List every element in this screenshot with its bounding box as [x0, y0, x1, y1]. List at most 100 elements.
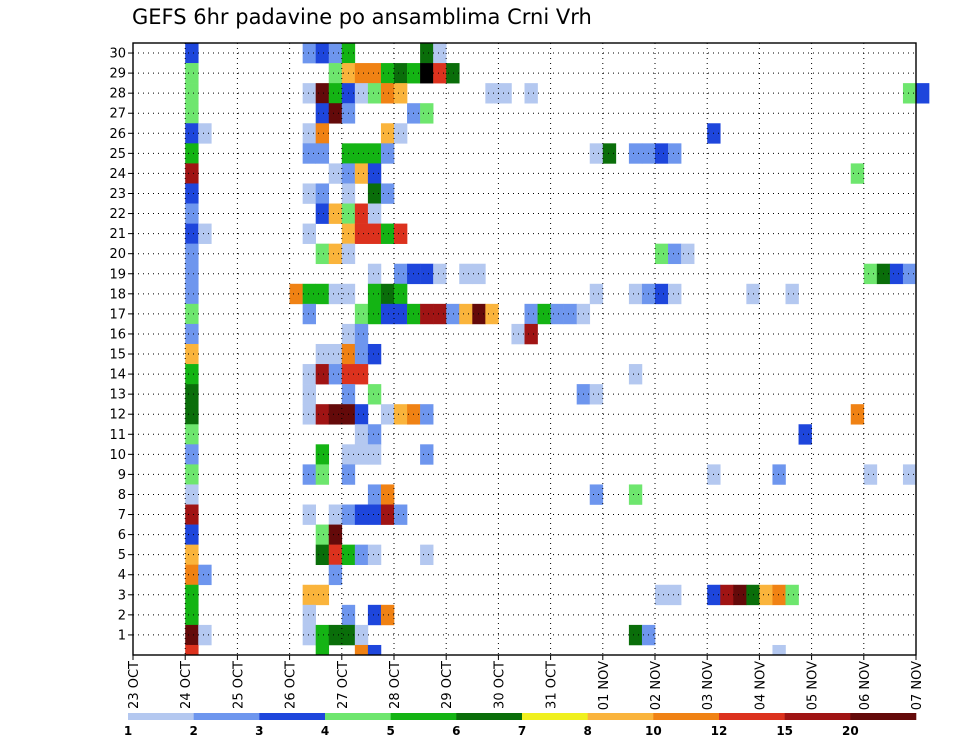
heatmap-cell	[459, 303, 473, 325]
heatmap-cell	[315, 123, 330, 144]
legend-swatch	[587, 713, 654, 720]
heatmap-cell	[185, 564, 199, 586]
heatmap-cell	[302, 183, 316, 204]
heatmap-cell	[628, 484, 643, 505]
y-tick-label: 30	[109, 47, 126, 62]
y-tick-label: 17	[109, 307, 126, 322]
heatmap-cell	[185, 604, 199, 626]
heatmap-cell	[367, 163, 382, 184]
heatmap-cell	[328, 63, 343, 84]
heatmap-cell	[354, 343, 369, 365]
heatmap-cell	[354, 504, 369, 525]
heatmap-cell	[367, 143, 382, 164]
heatmap-cell	[185, 323, 199, 345]
heatmap-cell	[550, 303, 564, 325]
heatmap-cell	[185, 424, 199, 445]
heatmap-cell	[420, 444, 434, 465]
heatmap-cell	[433, 43, 447, 64]
heatmap-cell	[185, 143, 199, 164]
x-tick-label: 29 OCT	[440, 661, 455, 709]
heatmap-cell	[328, 564, 343, 586]
heatmap-cell	[681, 243, 695, 265]
heatmap-cell	[380, 283, 395, 305]
legend-swatch	[128, 713, 194, 720]
heatmap-cell	[328, 203, 343, 224]
heatmap-cell	[354, 424, 369, 445]
heatmap-cell	[433, 63, 447, 84]
heatmap-cell	[315, 283, 330, 305]
x-tick-label: 01 NOV	[597, 661, 612, 710]
legend-swatch	[719, 713, 785, 720]
heatmap-cell	[367, 604, 382, 626]
heatmap-cell	[785, 584, 799, 606]
y-tick-label: 16	[109, 327, 126, 342]
heatmap-cell	[354, 624, 369, 646]
heatmap-cell	[380, 183, 395, 204]
y-tick-label: 2	[118, 608, 126, 623]
heatmap-cell	[380, 504, 395, 525]
x-tick-label: 30 OCT	[492, 661, 507, 709]
legend-swatch	[522, 713, 588, 720]
x-tick-label: 07 NOV	[910, 661, 925, 710]
heatmap-cell	[354, 364, 369, 385]
legend-swatch	[193, 713, 260, 720]
y-tick-label: 18	[109, 287, 126, 302]
heatmap-cell	[315, 364, 330, 385]
heatmap-cell	[315, 644, 330, 656]
heatmap-cell	[185, 444, 199, 465]
heatmap-cell	[315, 183, 330, 204]
heatmap-cell	[328, 544, 343, 566]
legend-label: 15	[776, 724, 793, 738]
heatmap-cell	[367, 384, 382, 405]
heatmap-cell	[863, 263, 878, 285]
heatmap-cell	[354, 163, 369, 184]
heatmap-cell	[185, 303, 199, 325]
heatmap-cell	[315, 343, 330, 365]
y-tick-label: 22	[109, 207, 126, 222]
heatmap-cell	[185, 524, 199, 545]
heatmap-cell	[367, 83, 382, 104]
heatmap-cell	[354, 303, 369, 325]
heatmap-cell	[198, 223, 212, 244]
heatmap-cell	[185, 544, 199, 566]
heatmap-cell	[328, 343, 343, 365]
heatmap-cell	[185, 203, 199, 224]
heatmap-cell	[302, 584, 316, 606]
heatmap-cell	[772, 644, 786, 656]
y-tick-label: 29	[109, 67, 126, 82]
x-tick-label: 31 OCT	[545, 661, 560, 709]
heatmap-cell	[367, 343, 382, 365]
heatmap-cell	[315, 243, 330, 265]
heatmap-cell	[420, 63, 434, 84]
heatmap-cell	[198, 123, 212, 144]
heatmap-cell	[328, 404, 343, 425]
heatmap-cell	[367, 203, 382, 224]
heatmap-cell	[394, 123, 408, 144]
heatmap-cell	[772, 464, 786, 485]
heatmap-cell	[850, 163, 865, 184]
y-tick-label: 11	[109, 428, 126, 443]
heatmap-cell	[185, 584, 199, 606]
heatmap-cell	[185, 624, 199, 646]
x-tick-label: 26 OCT	[284, 661, 299, 709]
heatmap-cell	[185, 183, 199, 204]
legend-label: 12	[711, 724, 728, 738]
heatmap-cell	[367, 263, 382, 285]
y-tick-label: 13	[109, 388, 126, 403]
y-tick-label: 10	[109, 448, 126, 463]
heatmap-cell	[394, 283, 408, 305]
legend-label: 5	[386, 724, 394, 738]
legend-label: 6	[452, 724, 460, 738]
heatmap-cell	[185, 43, 199, 64]
legend-label: 2	[189, 724, 197, 738]
heatmap-cell	[367, 63, 382, 84]
heatmap-cell	[328, 524, 343, 545]
heatmap-cell	[315, 524, 330, 545]
heatmap-cell	[302, 364, 316, 385]
legend-label: 20	[842, 724, 859, 738]
heatmap-cell	[315, 203, 330, 224]
heatmap-cell	[902, 263, 917, 285]
y-tick-label: 28	[109, 87, 126, 102]
y-axis: 1234567891011121314151617181920212223242…	[109, 47, 133, 643]
heatmap-cell	[628, 283, 643, 305]
